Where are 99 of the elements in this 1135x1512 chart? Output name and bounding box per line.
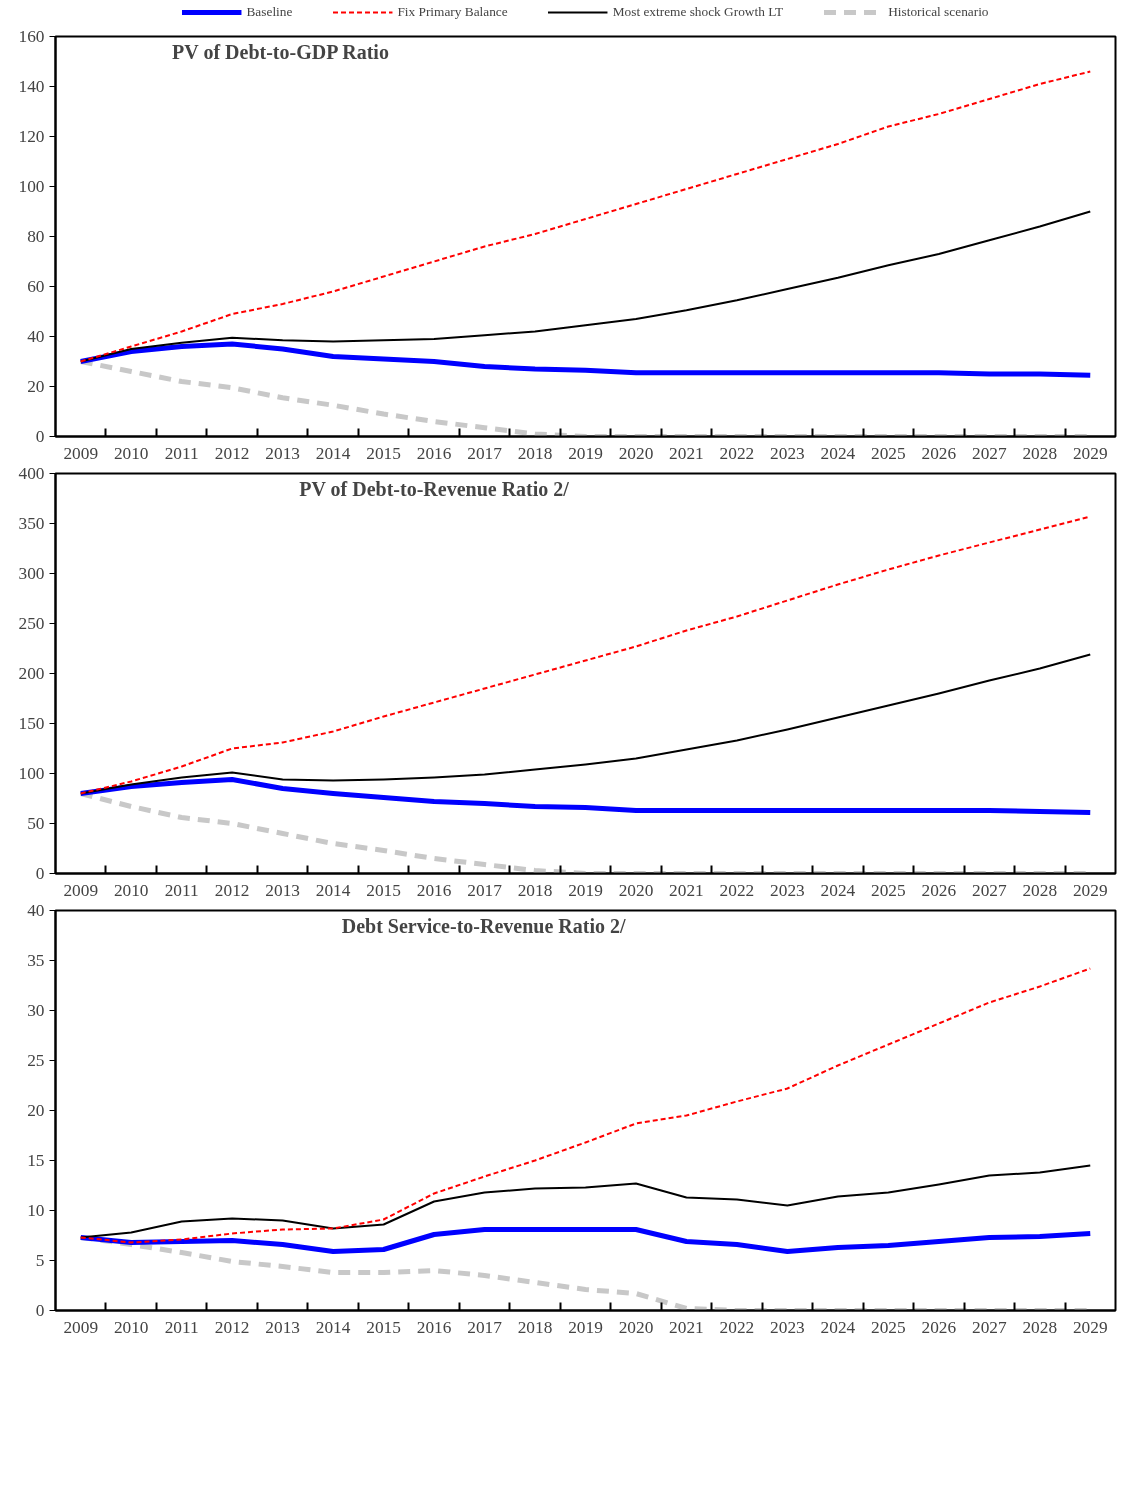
x-tick-label: 2026 bbox=[921, 443, 957, 463]
x-tick-label: 2018 bbox=[517, 1317, 553, 1337]
chart-title: PV of Debt-to-GDP Ratio bbox=[172, 40, 389, 63]
x-tick-label: 2017 bbox=[467, 1317, 503, 1337]
y-tick-label: 20 bbox=[27, 1101, 45, 1120]
x-tick-label: 2012 bbox=[214, 880, 250, 900]
y-tick-label: 20 bbox=[27, 377, 45, 396]
y-tick-label: 0 bbox=[35, 864, 45, 883]
x-tick-label: 2010 bbox=[113, 1317, 149, 1337]
x-tick-label: 2025 bbox=[871, 443, 906, 463]
y-tick-label: 350 bbox=[18, 514, 45, 533]
x-tick-label: 2023 bbox=[770, 880, 805, 900]
y-tick-label: 0 bbox=[35, 427, 45, 446]
y-tick-label: 15 bbox=[27, 1151, 45, 1170]
y-tick-label: 150 bbox=[18, 714, 45, 733]
x-tick-label: 2015 bbox=[366, 1317, 401, 1337]
x-tick-label: 2013 bbox=[265, 880, 300, 900]
y-tick-label: 200 bbox=[18, 664, 45, 683]
x-tick-label: 2028 bbox=[1022, 443, 1058, 463]
x-tick-label: 2012 bbox=[214, 443, 250, 463]
x-tick-label: 2024 bbox=[820, 443, 856, 463]
y-tick-label: 300 bbox=[18, 564, 45, 583]
x-tick-label: 2028 bbox=[1022, 880, 1058, 900]
x-tick-label: 2027 bbox=[971, 1317, 1007, 1337]
y-tick-label: 250 bbox=[18, 614, 45, 633]
x-tick-label: 2010 bbox=[113, 880, 149, 900]
x-tick-label: 2014 bbox=[315, 880, 351, 900]
line-series bbox=[79, 1164, 1092, 1239]
x-tick-label: 2026 bbox=[921, 1317, 957, 1337]
y-tick-label: 100 bbox=[18, 764, 45, 783]
y-tick-label: 120 bbox=[18, 127, 45, 146]
y-tick-label: 40 bbox=[27, 327, 45, 346]
x-tick-label: 2023 bbox=[770, 443, 805, 463]
line-series bbox=[79, 70, 1092, 363]
x-tick-label: 2018 bbox=[517, 443, 553, 463]
chart-title: PV of Debt-to-Revenue Ratio 2/ bbox=[299, 477, 570, 500]
y-tick-label: 0 bbox=[35, 1301, 45, 1320]
y-tick-label: 160 bbox=[18, 27, 45, 46]
y-tick-label: 40 bbox=[27, 901, 45, 920]
x-tick-label: 2019 bbox=[568, 880, 603, 900]
x-tick-label: 2024 bbox=[820, 1317, 856, 1337]
x-tick-label: 2011 bbox=[164, 880, 199, 900]
x-tick-label: 2021 bbox=[669, 443, 704, 463]
x-tick-label: 2011 bbox=[164, 1317, 199, 1337]
x-tick-label: 2010 bbox=[113, 443, 149, 463]
y-tick-label: 10 bbox=[27, 1201, 45, 1220]
x-tick-label: 2019 bbox=[568, 1317, 603, 1337]
x-tick-label: 2021 bbox=[669, 880, 704, 900]
y-tick-label: 5 bbox=[35, 1251, 45, 1270]
y-tick-label: 25 bbox=[27, 1051, 45, 1070]
y-tick-label: 100 bbox=[18, 177, 45, 196]
chart-title: Debt Service-to-Revenue Ratio 2/ bbox=[341, 914, 626, 937]
y-tick-label: 35 bbox=[27, 951, 45, 970]
x-tick-label: 2021 bbox=[669, 1317, 704, 1337]
x-tick-label: 2022 bbox=[719, 1317, 755, 1337]
y-tick-label: 140 bbox=[18, 77, 45, 96]
x-tick-label: 2022 bbox=[719, 443, 755, 463]
x-tick-label: 2020 bbox=[618, 443, 654, 463]
x-tick-label: 2009 bbox=[63, 880, 99, 900]
y-tick-label: 400 bbox=[18, 464, 45, 483]
y-tick-label: 30 bbox=[27, 1001, 45, 1020]
x-tick-label: 2027 bbox=[971, 443, 1007, 463]
x-tick-label: 2025 bbox=[871, 880, 906, 900]
x-tick-label: 2014 bbox=[315, 1317, 351, 1337]
legend-label: Historical scenario bbox=[888, 4, 989, 20]
x-tick-label: 2009 bbox=[63, 1317, 99, 1337]
x-tick-label: 2019 bbox=[568, 443, 603, 463]
x-tick-label: 2025 bbox=[871, 1317, 906, 1337]
x-tick-label: 2015 bbox=[366, 880, 401, 900]
y-tick-label: 60 bbox=[27, 277, 45, 296]
x-tick-label: 2017 bbox=[467, 880, 503, 900]
x-tick-label: 2020 bbox=[618, 880, 654, 900]
x-tick-label: 2012 bbox=[214, 1317, 250, 1337]
x-tick-label: 2016 bbox=[416, 1317, 452, 1337]
x-tick-label: 2029 bbox=[1072, 880, 1108, 900]
x-tick-label: 2016 bbox=[416, 880, 452, 900]
y-tick-label: 50 bbox=[27, 814, 45, 833]
x-tick-label: 2027 bbox=[971, 880, 1007, 900]
x-tick-label: 2014 bbox=[315, 443, 351, 463]
x-tick-label: 2029 bbox=[1072, 443, 1108, 463]
x-tick-label: 2022 bbox=[719, 880, 755, 900]
x-tick-label: 2024 bbox=[820, 880, 856, 900]
x-tick-label: 2016 bbox=[416, 443, 452, 463]
legend-label: Fix Primary Balance bbox=[397, 4, 508, 20]
x-tick-label: 2015 bbox=[366, 443, 401, 463]
x-tick-label: 2018 bbox=[517, 880, 553, 900]
x-tick-label: 2017 bbox=[467, 443, 503, 463]
x-tick-label: 2011 bbox=[164, 443, 199, 463]
y-tick-label: 80 bbox=[27, 227, 45, 246]
x-tick-label: 2029 bbox=[1072, 1317, 1108, 1337]
x-tick-label: 2028 bbox=[1022, 1317, 1058, 1337]
x-tick-label: 2013 bbox=[265, 1317, 300, 1337]
x-tick-label: 2023 bbox=[770, 1317, 805, 1337]
x-tick-label: 2009 bbox=[63, 443, 99, 463]
legend-label: Most extreme shock Growth LT bbox=[612, 4, 784, 20]
x-tick-label: 2026 bbox=[921, 880, 957, 900]
x-tick-label: 2013 bbox=[265, 443, 300, 463]
legend-label: Baseline bbox=[246, 4, 293, 20]
x-tick-label: 2020 bbox=[618, 1317, 654, 1337]
